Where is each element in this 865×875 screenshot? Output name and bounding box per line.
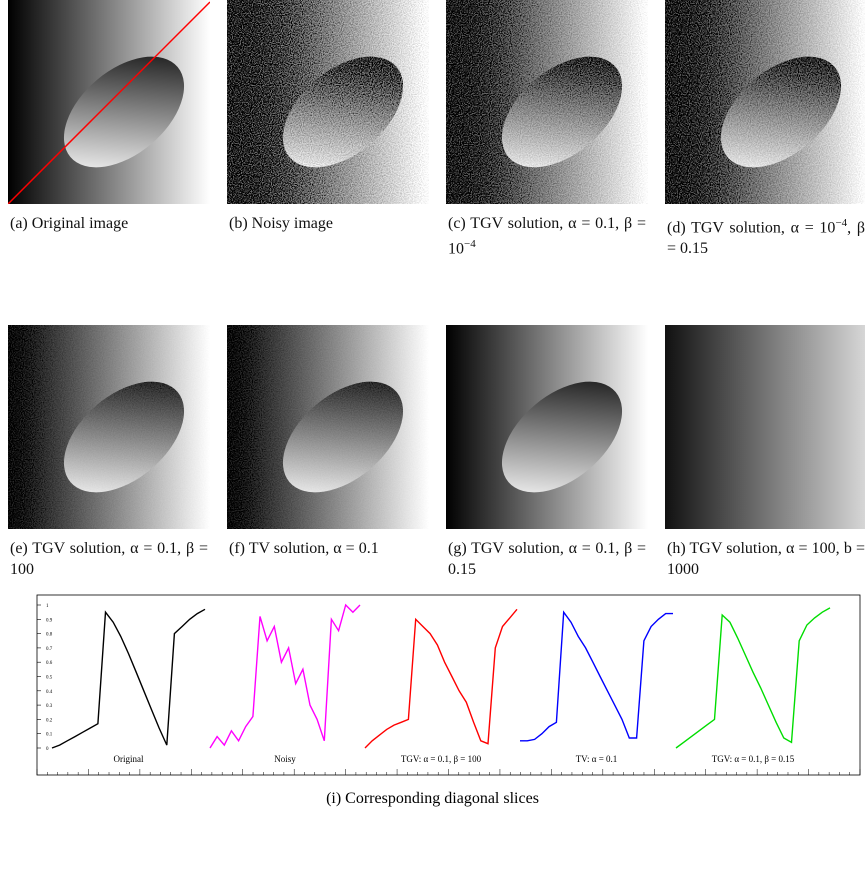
- caption: (h) TGV solution, α = 100, b = 1000: [667, 538, 865, 580]
- caption: (b) Noisy image: [229, 213, 427, 234]
- caption-text: (f) TV solution, α = 0.1: [229, 540, 379, 557]
- caption: (d) TGV solution, α = 10−4, β = 0.15: [667, 213, 865, 259]
- caption-text: (b) Noisy image: [229, 215, 333, 232]
- y-tick-label: 0.3: [46, 704, 53, 709]
- caption-text: (e) TGV solution, α = 0.1, β = 100: [10, 540, 208, 578]
- y-tick-label: 0.4: [46, 690, 53, 695]
- slice-label: TGV: α = 0.1, β = 0.15: [712, 754, 795, 764]
- image: [446, 325, 648, 529]
- slices-plot: 0 0.1 0.2 0.3 0.4 0.5 0.6 0.7 0.8 0.9 1 Original Noi…: [36, 594, 861, 776]
- caption-text: (d) TGV solution, α = 10: [667, 219, 836, 237]
- slice-line: [675, 607, 831, 749]
- image: [665, 0, 865, 204]
- image: [227, 0, 429, 204]
- slice-line: [209, 603, 361, 749]
- y-tick-label: 0.7: [46, 647, 53, 652]
- y-tick-label: 0.2: [46, 718, 53, 723]
- image: [227, 325, 429, 529]
- caption-text: −4: [464, 238, 476, 250]
- caption: (e) TGV solution, α = 0.1, β = 100: [10, 538, 208, 580]
- image: [446, 0, 648, 204]
- caption-text: (a) Original image: [10, 215, 129, 232]
- slice-line: [51, 608, 206, 749]
- slice-label: TV: α = 0.1: [576, 754, 618, 764]
- y-tick-label: 0.8: [46, 633, 53, 638]
- y-tick-label: 0.9: [46, 618, 53, 623]
- slice-label: TGV: α = 0.1, β = 100: [401, 754, 482, 764]
- slice-line: [364, 608, 518, 749]
- y-tick-label: 0.6: [46, 661, 53, 666]
- caption: (g) TGV solution, α = 0.1, β = 0.15: [448, 538, 646, 580]
- caption: (c) TGV solution, α = 0.1, β = 10−4: [448, 213, 646, 259]
- caption-text: , β = 0.15: [667, 219, 865, 258]
- caption-text: −4: [835, 217, 848, 229]
- image: [8, 325, 210, 529]
- y-tick-label: 0.1: [46, 733, 53, 738]
- slices-caption: (i) Corresponding diagonal slices: [326, 790, 539, 807]
- plot-frame: [36, 594, 861, 776]
- image: [665, 325, 865, 529]
- caption: (a) Original image: [10, 213, 208, 234]
- image: [8, 0, 210, 204]
- y-tick-label: 1: [46, 604, 49, 609]
- slice-line: [520, 610, 673, 742]
- y-tick-label: 0.5: [46, 676, 53, 681]
- caption-text: (g) TGV solution, α = 0.1, β = 0.15: [448, 540, 646, 578]
- y-tick-label: 0: [46, 747, 49, 752]
- caption-text: (c) TGV solution, α = 0.1, β = 10: [448, 215, 646, 258]
- caption: (f) TV solution, α = 0.1: [229, 538, 427, 559]
- slice-label: Original: [114, 754, 144, 764]
- caption-text: (h) TGV solution, α = 100, b = 1000: [667, 540, 865, 578]
- slice-label: Noisy: [274, 754, 296, 764]
